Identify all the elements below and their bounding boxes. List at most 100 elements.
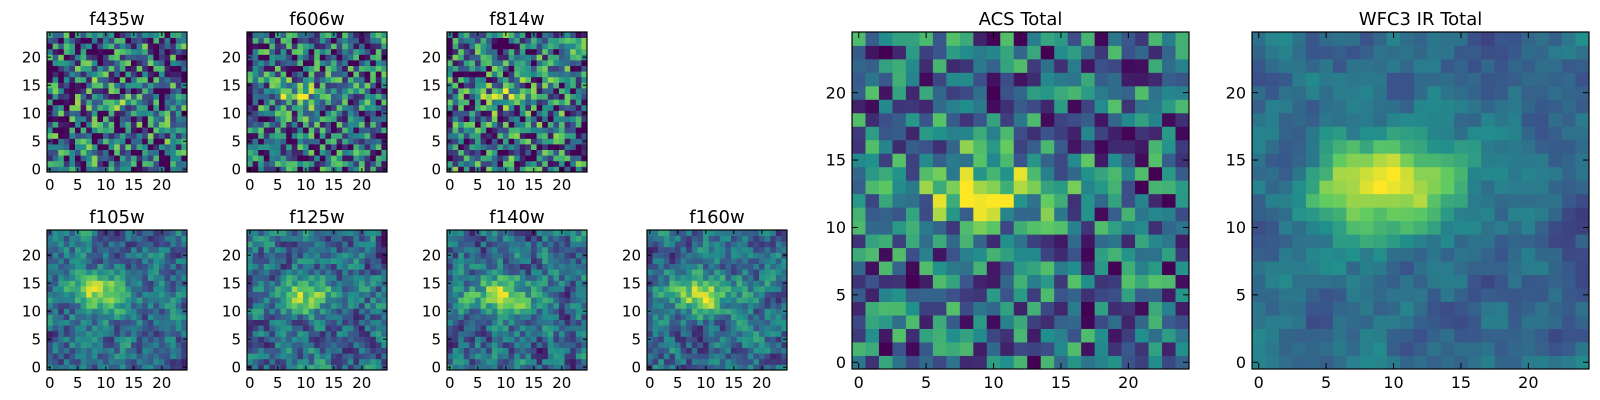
heatmap-cell bbox=[247, 291, 253, 298]
heatmap-cell bbox=[175, 54, 182, 61]
heatmap-cell bbox=[731, 280, 737, 287]
heatmap-cell bbox=[463, 246, 470, 253]
heatmap-cell bbox=[153, 235, 160, 242]
heatmap-cell bbox=[686, 258, 693, 264]
heatmap-cell bbox=[147, 302, 154, 309]
heatmap-cell bbox=[364, 319, 371, 326]
heatmap-cell bbox=[669, 269, 676, 276]
heatmap-cell bbox=[570, 297, 577, 304]
heatmap-cell bbox=[475, 330, 481, 337]
heatmap-cell bbox=[131, 65, 137, 72]
heatmap-cell bbox=[932, 207, 947, 222]
heatmap-cell bbox=[325, 121, 332, 128]
heatmap-cell bbox=[452, 149, 459, 156]
heatmap-cell bbox=[691, 280, 698, 287]
heatmap-cell bbox=[536, 342, 543, 348]
heatmap-cell bbox=[147, 274, 154, 281]
heatmap-cell bbox=[252, 121, 259, 128]
heatmap-cell bbox=[69, 230, 76, 236]
heatmap-cell bbox=[553, 263, 560, 270]
heatmap-cell bbox=[80, 43, 87, 50]
heatmap-cell bbox=[52, 330, 59, 337]
heatmap-cell bbox=[486, 82, 493, 89]
panel-title: f606w bbox=[289, 9, 344, 30]
heatmap-cell bbox=[325, 308, 332, 315]
heatmap-cell bbox=[331, 82, 337, 89]
heatmap-cell bbox=[297, 48, 304, 55]
heatmap-cell bbox=[536, 82, 543, 89]
heatmap-cell bbox=[1148, 288, 1163, 302]
heatmap-cell bbox=[80, 347, 87, 354]
heatmap-cell bbox=[263, 116, 270, 122]
heatmap-cell bbox=[514, 138, 521, 145]
heatmap-cell bbox=[714, 280, 721, 287]
heatmap-cell bbox=[342, 263, 349, 270]
heatmap-cell bbox=[170, 88, 177, 94]
heatmap-cell bbox=[119, 347, 126, 354]
heatmap-cell bbox=[91, 166, 98, 173]
heatmap-cell bbox=[480, 230, 487, 236]
heatmap-cell bbox=[865, 153, 880, 168]
heatmap-cell bbox=[47, 71, 53, 78]
heatmap-cell bbox=[125, 93, 132, 100]
heatmap-cell bbox=[175, 60, 182, 66]
heatmap-cell bbox=[131, 302, 137, 309]
heatmap-cell bbox=[725, 336, 732, 343]
heatmap-cell bbox=[359, 121, 365, 128]
heatmap-cell bbox=[91, 291, 98, 298]
heatmap-cell bbox=[175, 166, 182, 173]
heatmap-cell bbox=[559, 76, 565, 83]
heatmap-cell bbox=[359, 291, 365, 298]
heatmap-cell bbox=[269, 252, 276, 259]
heatmap-cell bbox=[742, 286, 749, 292]
heatmap-cell bbox=[247, 241, 253, 248]
heatmap-cell bbox=[697, 263, 704, 270]
heatmap-cell bbox=[508, 138, 515, 145]
heatmap-cell bbox=[291, 149, 298, 156]
heatmap-cell bbox=[514, 319, 521, 326]
heatmap-cell bbox=[564, 88, 571, 94]
heatmap-cell bbox=[297, 116, 304, 122]
heatmap-cell bbox=[747, 286, 754, 292]
heatmap-cell bbox=[742, 325, 749, 332]
heatmap-cell bbox=[353, 88, 360, 94]
heatmap-cell bbox=[159, 302, 165, 309]
heatmap-cell bbox=[308, 76, 315, 83]
heatmap-cell bbox=[159, 353, 165, 360]
heatmap-cell bbox=[959, 342, 974, 356]
heatmap-cell bbox=[458, 43, 465, 50]
heatmap-cell bbox=[452, 291, 459, 298]
heatmap-cell bbox=[697, 319, 704, 326]
heatmap-cell bbox=[475, 336, 481, 343]
heatmap-cell bbox=[1175, 220, 1190, 235]
heatmap-cell bbox=[731, 235, 737, 242]
heatmap-cell bbox=[536, 99, 543, 106]
heatmap-cell bbox=[280, 308, 287, 315]
heatmap-cell bbox=[63, 263, 70, 270]
heatmap-cell bbox=[531, 358, 537, 365]
heatmap-cell bbox=[181, 121, 188, 128]
heatmap-cell bbox=[542, 65, 549, 72]
heatmap-cell bbox=[125, 342, 132, 348]
heatmap-cell bbox=[86, 246, 93, 253]
heatmap-cell bbox=[514, 132, 521, 139]
heatmap-cell bbox=[170, 32, 177, 38]
heatmap-cell bbox=[136, 43, 143, 50]
heatmap-cell bbox=[469, 274, 476, 281]
heatmap-cell bbox=[381, 302, 388, 309]
heatmap-cell bbox=[503, 71, 509, 78]
heatmap-cell bbox=[559, 144, 565, 150]
heatmap-cell bbox=[108, 291, 115, 298]
heatmap-cell bbox=[136, 138, 143, 145]
heatmap-cell bbox=[381, 263, 388, 270]
heatmap-cell bbox=[286, 149, 293, 156]
heatmap-cell bbox=[775, 297, 782, 304]
heatmap-cell bbox=[878, 220, 893, 235]
heatmap-cell bbox=[147, 144, 154, 150]
heatmap-cell bbox=[269, 54, 276, 61]
heatmap-cell bbox=[753, 358, 760, 365]
heatmap-cell bbox=[570, 88, 577, 94]
heatmap-cell bbox=[905, 355, 920, 370]
